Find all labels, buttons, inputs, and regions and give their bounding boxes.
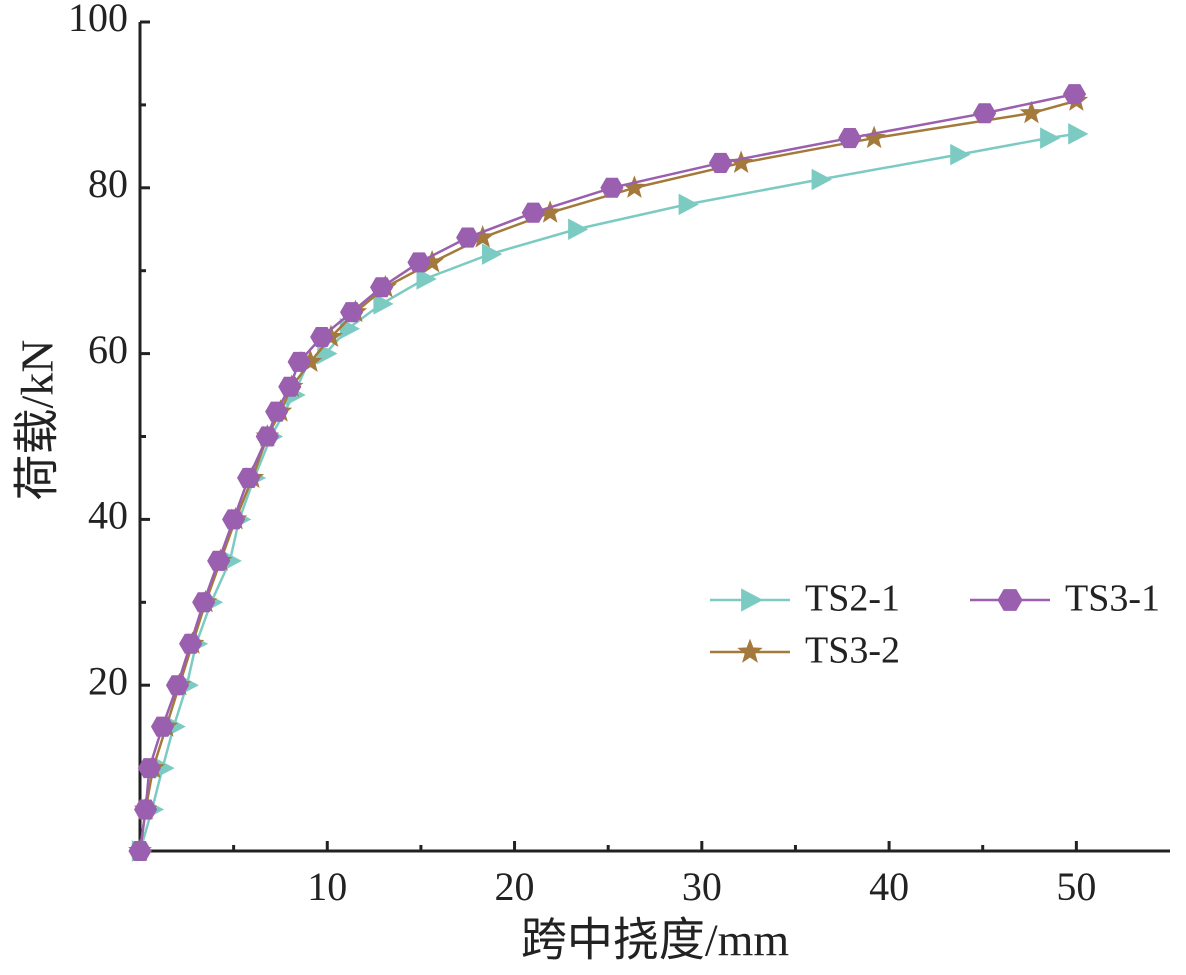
data-point — [973, 103, 997, 124]
data-point — [340, 302, 364, 323]
data-point — [255, 426, 279, 447]
series-line — [138, 92, 1075, 852]
data-point — [1019, 100, 1044, 124]
x-tick-label: 40 — [869, 864, 909, 909]
data-point — [678, 193, 699, 216]
data-point — [456, 227, 480, 248]
series-line — [138, 99, 1077, 852]
data-point — [1062, 84, 1087, 105]
data-point — [811, 168, 832, 191]
data-point — [265, 401, 289, 422]
y-tick-label: 100 — [68, 0, 128, 40]
data-point — [179, 633, 203, 654]
y-tick-label: 80 — [88, 161, 128, 206]
data-point — [1068, 123, 1089, 145]
y-axis-title: 荷载/kN — [12, 340, 63, 501]
data-point — [165, 675, 190, 696]
data-point — [192, 592, 216, 613]
data-point — [568, 218, 589, 241]
data-point — [370, 277, 394, 298]
data-point — [278, 376, 302, 397]
data-point — [407, 252, 431, 273]
data-point — [482, 243, 503, 265]
y-tick-label: 40 — [88, 493, 128, 538]
legend-label: TS3-2 — [805, 630, 900, 672]
data-point — [416, 268, 437, 290]
data-point — [222, 509, 246, 530]
series-line — [138, 132, 1077, 852]
data-point — [708, 152, 733, 173]
data-point — [207, 550, 231, 571]
legend-label: TS2-1 — [805, 578, 900, 620]
data-point — [237, 467, 261, 488]
y-tick-label: 60 — [88, 327, 128, 372]
x-tick-label: 30 — [682, 864, 722, 909]
legend-marker — [741, 588, 764, 612]
data-point — [1040, 127, 1061, 149]
data-point — [137, 758, 161, 779]
x-tick-label: 10 — [307, 864, 347, 909]
data-point — [150, 716, 175, 737]
x-axis-title: 跨中挠度/mm — [521, 915, 790, 966]
data-point — [838, 128, 862, 149]
y-tick-label: 20 — [88, 658, 128, 703]
legend-label: TS3-1 — [1065, 578, 1160, 620]
data-point — [950, 143, 971, 166]
x-tick-label: 20 — [495, 864, 535, 909]
legend-marker — [737, 638, 763, 663]
x-tick-label: 50 — [1056, 864, 1096, 909]
data-point — [521, 202, 545, 223]
data-point — [862, 125, 886, 149]
data-point — [128, 841, 152, 861]
data-point — [287, 351, 311, 372]
data-point — [134, 799, 158, 820]
data-point — [600, 177, 624, 198]
data-point — [310, 327, 334, 347]
data-point — [373, 293, 394, 315]
legend-marker — [997, 589, 1023, 611]
data-point — [729, 150, 753, 173]
